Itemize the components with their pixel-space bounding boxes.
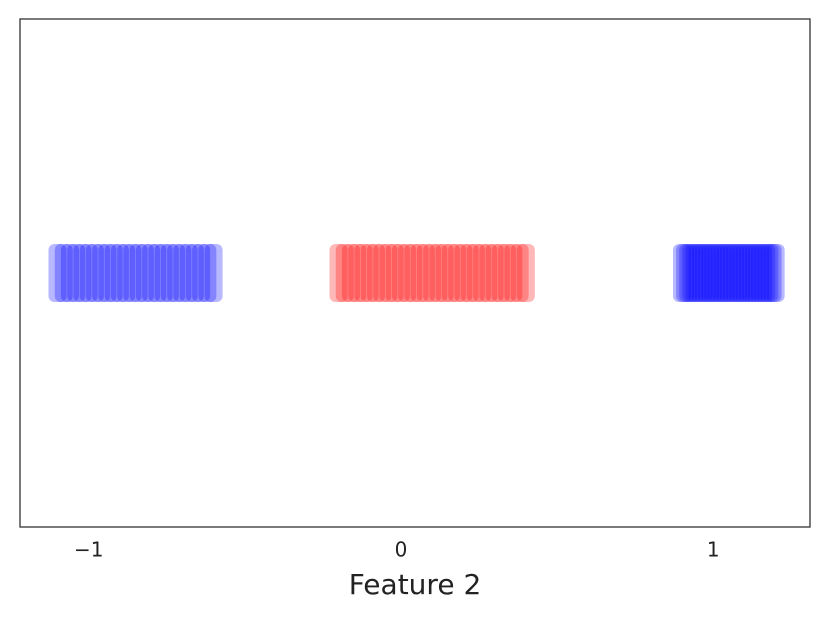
point	[751, 244, 770, 302]
point	[142, 244, 161, 302]
point	[48, 244, 67, 302]
point	[722, 244, 741, 302]
point	[716, 244, 735, 302]
point	[185, 244, 204, 302]
point	[713, 244, 732, 302]
point	[204, 244, 223, 302]
point	[688, 244, 707, 302]
point	[676, 244, 695, 302]
x-tick-label: 1	[707, 538, 720, 562]
point	[92, 244, 111, 302]
point	[360, 244, 379, 302]
point	[416, 244, 435, 302]
plot-frame	[19, 18, 811, 528]
point	[672, 244, 691, 302]
point	[173, 244, 192, 302]
point	[729, 244, 748, 302]
point	[691, 244, 710, 302]
point	[473, 244, 492, 302]
point	[441, 244, 460, 302]
point	[504, 244, 523, 302]
point	[719, 244, 738, 302]
point	[129, 244, 148, 302]
point	[404, 244, 423, 302]
point	[192, 244, 211, 302]
point	[735, 244, 754, 302]
point	[354, 244, 373, 302]
point	[73, 244, 92, 302]
point	[763, 244, 782, 302]
point	[448, 244, 467, 302]
point	[366, 244, 385, 302]
point	[398, 244, 417, 302]
point	[682, 244, 701, 302]
point	[98, 244, 117, 302]
point	[726, 244, 745, 302]
point	[391, 244, 410, 302]
point	[329, 244, 348, 302]
point	[379, 244, 398, 302]
point	[67, 244, 86, 302]
point	[79, 244, 98, 302]
point	[341, 244, 360, 302]
x-tick-label: −1	[74, 538, 103, 562]
point	[466, 244, 485, 302]
point	[179, 244, 198, 302]
point	[335, 244, 354, 302]
point	[117, 244, 136, 302]
point	[479, 244, 498, 302]
point	[104, 244, 123, 302]
point	[766, 244, 785, 302]
point	[694, 244, 713, 302]
point	[385, 244, 404, 302]
point	[485, 244, 504, 302]
point	[460, 244, 479, 302]
point	[148, 244, 167, 302]
point	[110, 244, 129, 302]
point	[85, 244, 104, 302]
point	[123, 244, 142, 302]
point	[679, 244, 698, 302]
point	[498, 244, 517, 302]
point	[738, 244, 757, 302]
point	[491, 244, 510, 302]
point	[701, 244, 720, 302]
point	[707, 244, 726, 302]
point	[410, 244, 429, 302]
point	[697, 244, 716, 302]
x-tick-label: 0	[395, 538, 408, 562]
point	[741, 244, 760, 302]
point	[685, 244, 704, 302]
x-axis-label: Feature 2	[349, 568, 482, 601]
point	[754, 244, 773, 302]
point	[744, 244, 763, 302]
point	[198, 244, 217, 302]
point	[135, 244, 154, 302]
point	[160, 244, 179, 302]
point	[454, 244, 473, 302]
point	[167, 244, 186, 302]
point	[54, 244, 73, 302]
point	[747, 244, 766, 302]
point	[348, 244, 367, 302]
point	[510, 244, 529, 302]
point	[60, 244, 79, 302]
point	[423, 244, 442, 302]
point	[760, 244, 779, 302]
point	[429, 244, 448, 302]
point	[435, 244, 454, 302]
point	[704, 244, 723, 302]
point	[154, 244, 173, 302]
point	[710, 244, 729, 302]
point	[757, 244, 776, 302]
point	[732, 244, 751, 302]
point	[516, 244, 535, 302]
point	[373, 244, 392, 302]
